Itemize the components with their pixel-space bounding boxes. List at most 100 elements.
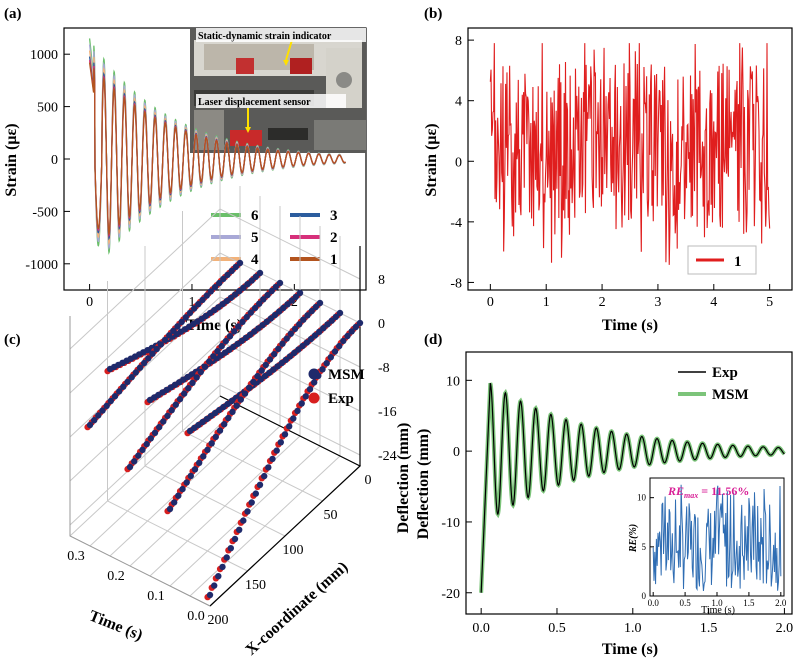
panel-c-ztick: -8 bbox=[378, 361, 390, 376]
msm-point bbox=[225, 414, 232, 422]
msm-point bbox=[276, 308, 283, 315]
msm-point bbox=[287, 330, 294, 337]
panel-a-label: (a) bbox=[4, 6, 22, 22]
msm-point bbox=[221, 421, 228, 428]
msm-point bbox=[208, 440, 215, 447]
panel-a-ytick: 1000 bbox=[30, 48, 58, 63]
msm-point bbox=[256, 481, 264, 488]
msm-point bbox=[161, 336, 169, 344]
inset-re-annotation: REmax = 11.56% bbox=[667, 484, 749, 500]
panel-c-ttick: 0.0 bbox=[187, 609, 205, 624]
panel-b: (b) 0 1 2 3 4 5 8 4 0 -4 -8 Time (s) Strain (με) 1 bbox=[423, 6, 793, 334]
msm-point bbox=[252, 273, 259, 280]
msm-point bbox=[151, 429, 159, 436]
panel-d-ytick: 0 bbox=[453, 445, 460, 460]
msm-point bbox=[252, 490, 259, 497]
inset-xtick: 2.0 bbox=[775, 598, 787, 608]
panel-d-inset: 0.0 0.5 1.0 1.5 2.0 10 5 0 REmax = 11.56% RE(%)… bbox=[628, 477, 787, 616]
panel-b-ytick: 4 bbox=[455, 95, 462, 110]
msm-point bbox=[195, 301, 202, 308]
msm-point bbox=[303, 339, 310, 346]
msm-point bbox=[204, 446, 211, 453]
msm-point bbox=[243, 313, 250, 321]
msm-point bbox=[216, 279, 223, 287]
msm-point bbox=[135, 452, 142, 459]
panel-c-zlabel: Deflection (mm) bbox=[395, 423, 412, 534]
panel-d-series-Exp bbox=[480, 382, 785, 593]
msm-point bbox=[186, 309, 194, 317]
msm-point bbox=[111, 393, 119, 400]
msm-point bbox=[218, 342, 225, 350]
msm-point bbox=[265, 464, 272, 471]
legend-label-3: 3 bbox=[330, 208, 338, 224]
msm-point bbox=[262, 361, 269, 369]
panel-d-xtick: 1.0 bbox=[624, 621, 642, 636]
panel-b-xtick: 3 bbox=[654, 295, 661, 310]
msm-point bbox=[356, 319, 364, 327]
msm-point bbox=[237, 396, 244, 403]
panel-b-frame bbox=[467, 27, 793, 291]
msm-point bbox=[219, 563, 226, 571]
inset-ytick: 5 bbox=[642, 542, 647, 552]
msm-point bbox=[260, 296, 267, 303]
legend-label-Exp: Exp bbox=[328, 391, 354, 407]
msm-point bbox=[298, 400, 305, 407]
msm-point bbox=[128, 374, 135, 381]
legend-label-MSM: MSM bbox=[328, 367, 365, 383]
msm-point bbox=[250, 378, 257, 386]
panel-d-xtick: 2.0 bbox=[776, 621, 794, 636]
msm-point bbox=[227, 545, 234, 552]
msm-point bbox=[107, 397, 115, 405]
msm-point bbox=[336, 342, 343, 350]
msm-point bbox=[231, 328, 238, 335]
panel-b-ytick: -4 bbox=[450, 216, 462, 231]
msm-point bbox=[332, 313, 339, 321]
msm-point bbox=[168, 407, 175, 414]
msm-point bbox=[124, 378, 131, 386]
msm-point bbox=[304, 312, 311, 319]
msm-point bbox=[256, 300, 263, 307]
msm-point bbox=[292, 293, 299, 301]
msm-point bbox=[153, 345, 160, 353]
msm-point bbox=[323, 360, 330, 367]
legend-label-6: 6 bbox=[251, 208, 259, 224]
msm-point bbox=[156, 423, 163, 431]
msm-point bbox=[233, 402, 240, 409]
msm-point bbox=[186, 427, 194, 435]
legend-marker-Exp bbox=[308, 392, 320, 404]
msm-point bbox=[226, 333, 234, 340]
msm-point bbox=[164, 412, 171, 419]
panel-c-tlabel: Time (s) bbox=[86, 607, 144, 644]
panel-c-ztick: 0 bbox=[378, 317, 385, 332]
msm-point bbox=[157, 341, 164, 348]
msm-point bbox=[244, 281, 251, 288]
msm-point bbox=[196, 459, 203, 466]
msm-point bbox=[166, 505, 174, 513]
legend-marker-MSM bbox=[308, 368, 320, 380]
legend-label-2: 2 bbox=[330, 230, 338, 246]
msm-point bbox=[171, 499, 178, 506]
msm-point bbox=[206, 358, 213, 365]
panel-d-xtick: 0.5 bbox=[548, 621, 566, 636]
legend-label-1: 1 bbox=[734, 254, 742, 270]
panel-a-ytick: 500 bbox=[37, 101, 58, 116]
panel-c-xtick: 50 bbox=[324, 508, 338, 523]
msm-point bbox=[235, 323, 242, 330]
msm-point bbox=[170, 327, 177, 334]
panel-a-legend: 6 3 5 2 4 1 bbox=[211, 208, 338, 268]
panel-b-xtick: 1 bbox=[543, 295, 550, 310]
panel-c-ttick: 0.3 bbox=[67, 549, 85, 564]
msm-point bbox=[91, 417, 98, 424]
msm-point bbox=[215, 573, 222, 580]
msm-point bbox=[181, 390, 188, 397]
panel-d-label: (d) bbox=[424, 332, 442, 348]
msm-point bbox=[244, 508, 251, 515]
msm-point bbox=[182, 314, 189, 321]
legend-label-5: 5 bbox=[251, 230, 259, 246]
msm-point bbox=[175, 492, 182, 499]
msm-point bbox=[283, 335, 290, 342]
panel-d-frame bbox=[465, 351, 793, 615]
msm-point bbox=[174, 323, 181, 330]
